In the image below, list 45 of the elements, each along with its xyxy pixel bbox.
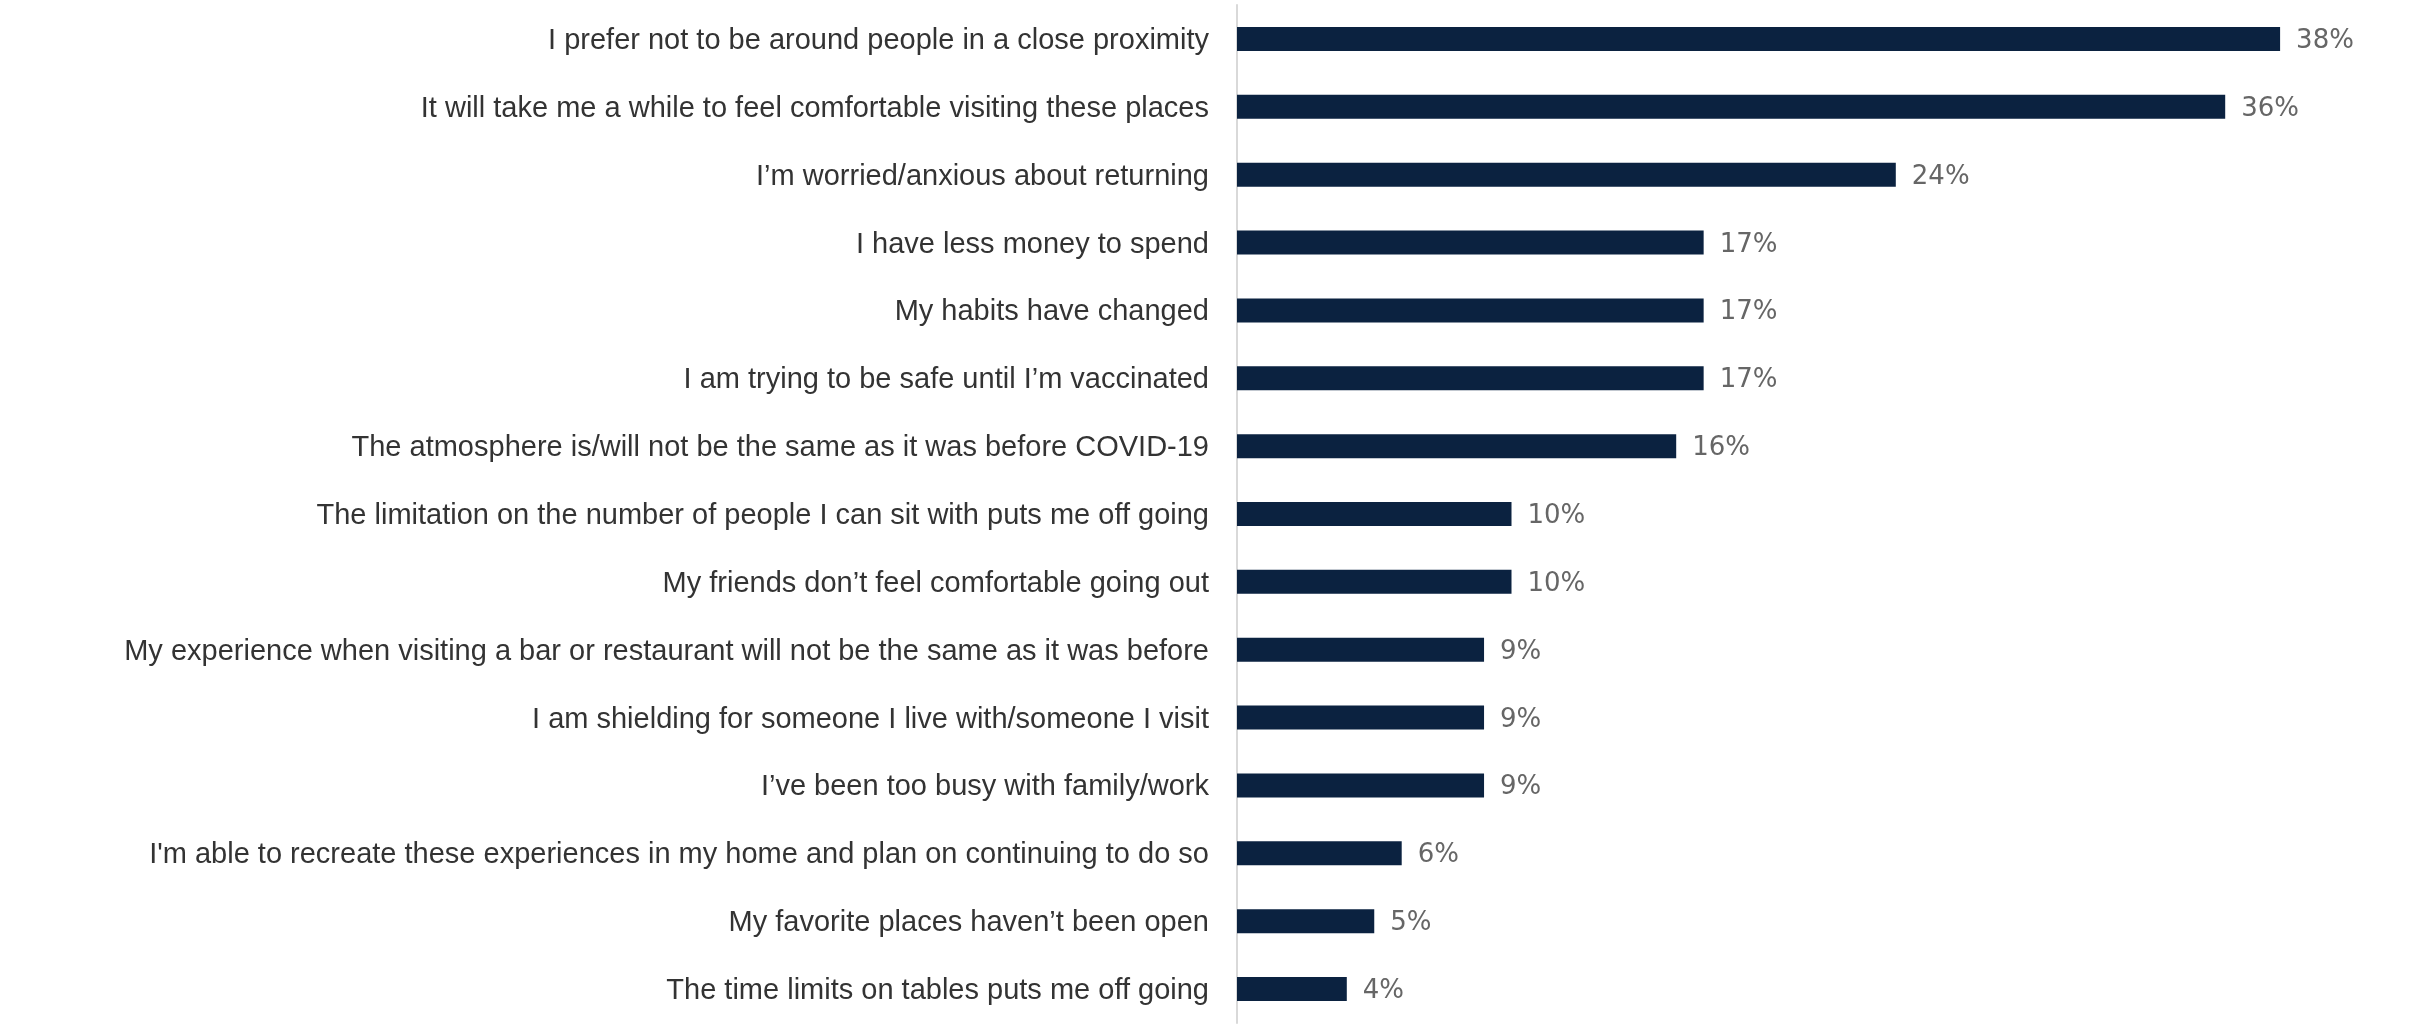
y-tick-label: I am shielding for someone I live with/someone I visit	[532, 701, 1209, 734]
bar	[1237, 366, 1704, 391]
bar	[1237, 502, 1512, 526]
y-tick-label: I’m worried/anxious about returning	[756, 158, 1209, 191]
y-tick-label: My friends don’t feel comfortable going out	[662, 565, 1209, 598]
y-tick-label: My favorite places haven’t been open	[728, 905, 1209, 938]
y-tick-label: I have less money to spend	[855, 226, 1209, 259]
bar	[1237, 909, 1375, 934]
data-label: 5%	[1390, 906, 1432, 937]
data-label: 6%	[1417, 838, 1459, 869]
data-label: 38%	[2296, 23, 2354, 54]
data-label: 16%	[1692, 431, 1750, 462]
bar	[1237, 841, 1402, 866]
bar	[1237, 230, 1704, 255]
bar	[1237, 977, 1347, 1002]
y-tick-label: My habits have changed	[894, 294, 1209, 327]
bar	[1237, 298, 1704, 323]
data-label: 17%	[1719, 295, 1778, 326]
y-tick-label: I'm able to recreate these experiences in my home and plan on continuing to do so	[149, 837, 1209, 870]
data-label: 24%	[1911, 159, 1970, 190]
bar	[1237, 705, 1485, 730]
y-tick-label: The atmosphere is/will not be the same as it was before COVID-19	[351, 430, 1209, 463]
data-label: 10%	[1527, 499, 1586, 529]
bar	[1237, 94, 2226, 119]
bar	[1237, 434, 1677, 459]
data-label: 36%	[2241, 91, 2299, 122]
y-tick-label: The limitation on the number of people I can sit with puts me off going	[316, 498, 1209, 530]
bar	[1237, 773, 1485, 798]
data-label: 17%	[1719, 227, 1778, 258]
bar	[1237, 637, 1485, 662]
y-tick-label: It will take me a while to feel comfortable visiting these places	[420, 90, 1209, 123]
data-label: 9%	[1500, 770, 1542, 801]
data-label: 10%	[1527, 566, 1586, 597]
y-tick-label: I am trying to be safe until I’m vaccinated	[683, 362, 1209, 395]
data-label: 17%	[1719, 363, 1778, 394]
data-label: 4%	[1362, 974, 1405, 1005]
data-label: 9%	[1500, 634, 1542, 665]
y-tick-label: I’ve been too busy with family/work	[760, 769, 1210, 802]
bar	[1237, 26, 2281, 51]
y-tick-label: The time limits on tables puts me off going	[666, 973, 1209, 1006]
y-tick-label: My experience when visiting a bar or restaurant will not be the same as it was before	[124, 633, 1209, 666]
data-label: 9%	[1500, 702, 1542, 733]
bar	[1237, 569, 1512, 594]
bar	[1237, 162, 1896, 187]
y-tick-label: I prefer not to be around people in a close proximity	[548, 22, 1210, 55]
